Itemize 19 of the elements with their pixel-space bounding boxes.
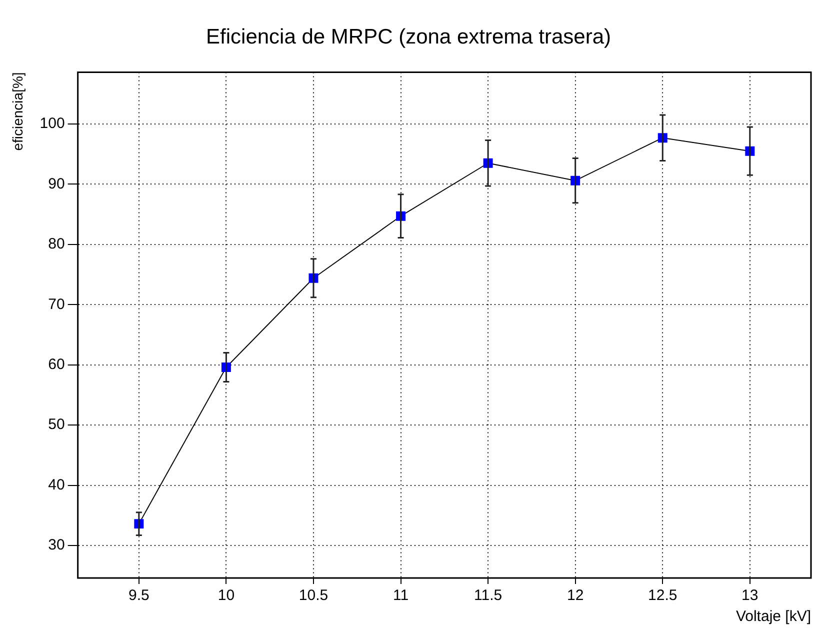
y-tick-label: 70 — [48, 296, 65, 313]
y-tick-label: 100 — [40, 115, 65, 132]
y-tick-label: 30 — [48, 536, 65, 554]
x-tick-label: 11.5 — [474, 587, 502, 604]
y-tick-label: 80 — [48, 236, 65, 253]
x-tick-label: 12 — [566, 587, 584, 604]
chart-title: Eficiencia de MRPC (zona extrema trasera) — [206, 25, 611, 48]
y-tick-label: 40 — [48, 476, 65, 494]
y-axis-title: eficiencia[%] — [9, 72, 26, 151]
x-tick-label: 9.5 — [128, 587, 150, 604]
x-tick-label: 13 — [742, 587, 758, 604]
y-tick-label: 90 — [48, 175, 65, 192]
y-tick-label: 60 — [48, 356, 65, 373]
x-tick-label: 10.5 — [298, 587, 328, 604]
x-axis-title: Voltaje [kV] — [736, 608, 811, 626]
x-tick-label: 11 — [392, 587, 409, 604]
x-tick-label: 10 — [218, 587, 235, 604]
x-tick-label: 12.5 — [648, 587, 678, 604]
y-tick-label: 50 — [48, 416, 65, 434]
